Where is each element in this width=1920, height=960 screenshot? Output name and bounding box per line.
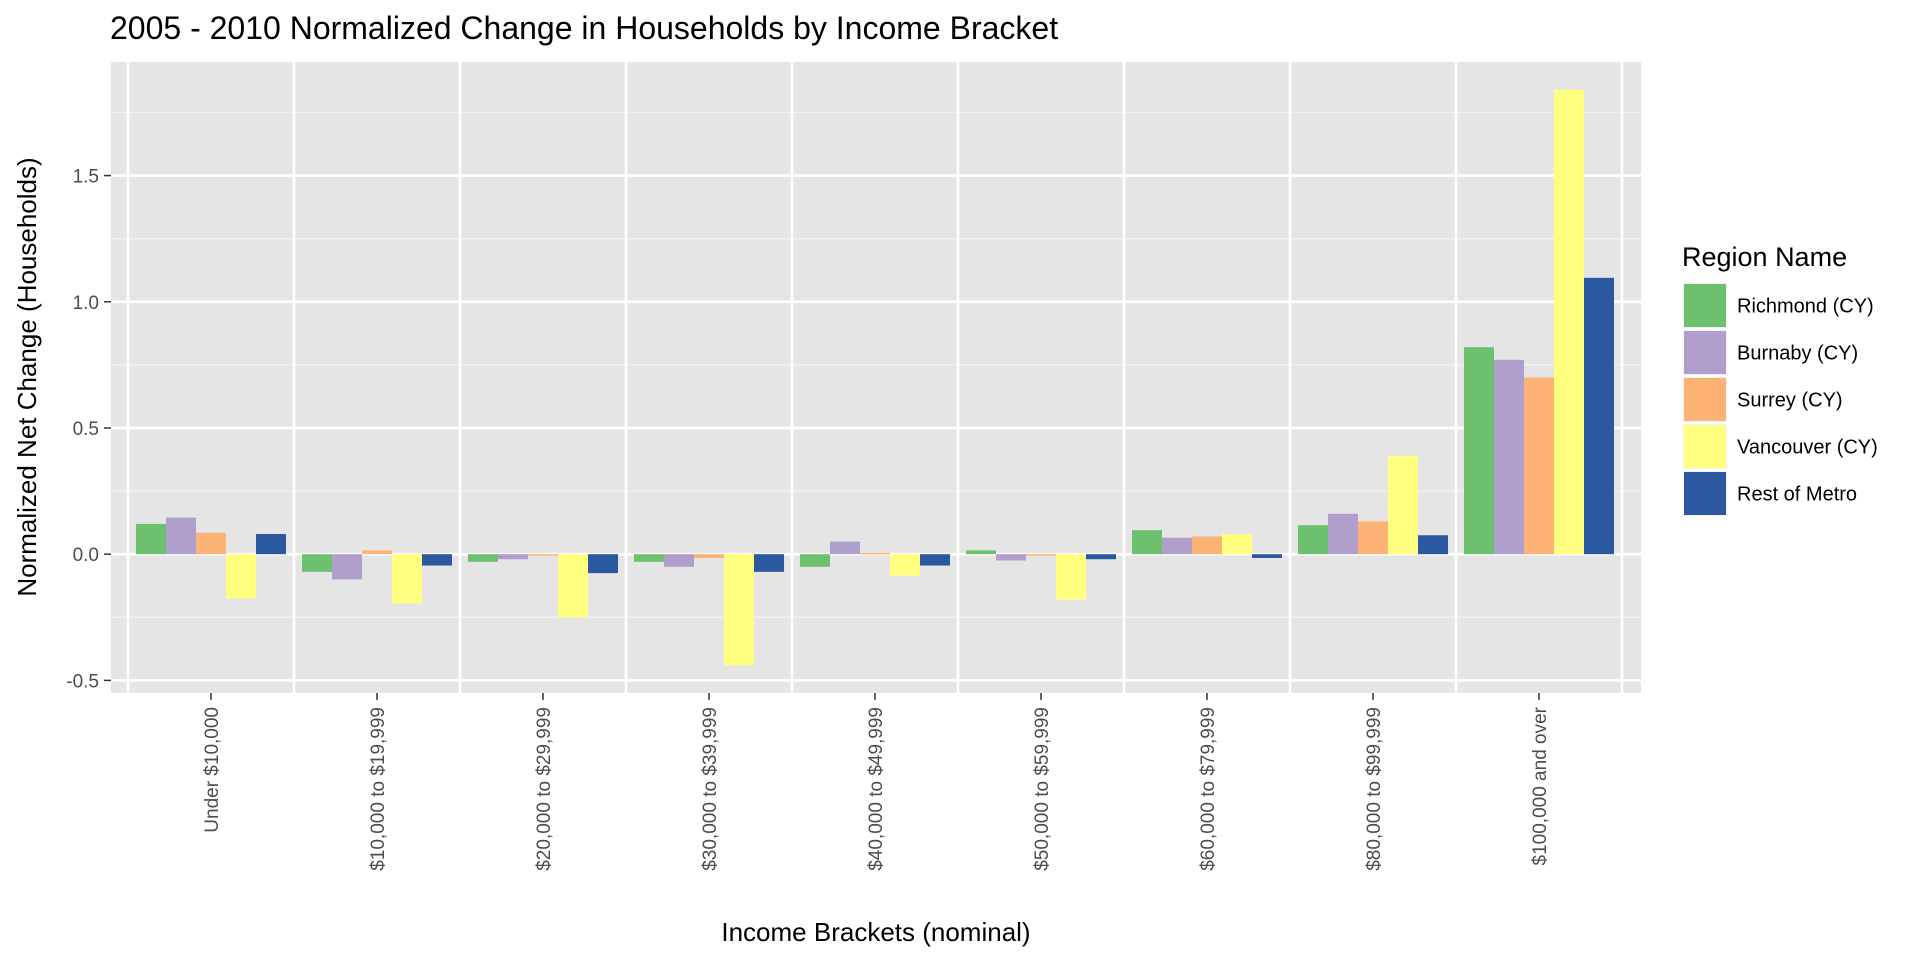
y-axis-title: Normalized Net Change (Households) xyxy=(12,157,42,596)
legend-items: Richmond (CY) Burnaby (CY) Surrey (CY) Vanc… xyxy=(1683,283,1878,516)
legend-item: Richmond (CY) xyxy=(1683,283,1874,328)
legend-label: Richmond (CY) xyxy=(1737,296,1874,318)
legend-item: Rest of Metro xyxy=(1683,471,1857,516)
bar xyxy=(996,554,1026,561)
bar xyxy=(1524,377,1554,555)
series-3 xyxy=(226,89,1584,666)
bar xyxy=(1162,537,1192,555)
y-tick-label: 1.0 xyxy=(73,293,99,314)
bar xyxy=(256,533,286,555)
bar xyxy=(226,554,256,599)
x-tick-label: $20,000 to $29,999 xyxy=(534,707,555,871)
bar xyxy=(830,541,860,555)
legend-item: Surrey (CY) xyxy=(1683,377,1843,422)
bar xyxy=(966,550,996,555)
bar xyxy=(1584,277,1614,555)
bar xyxy=(664,554,694,567)
bar xyxy=(1418,535,1448,555)
y-tick-label: -0.5 xyxy=(66,671,99,692)
x-tick-label: $40,000 to $49,999 xyxy=(866,707,887,871)
bar xyxy=(1192,536,1222,555)
bar xyxy=(1464,347,1494,555)
bar xyxy=(422,554,452,566)
y-tick-label: 0.5 xyxy=(73,419,99,440)
bar xyxy=(302,554,332,572)
minor-gridlines xyxy=(111,111,1641,618)
bar xyxy=(1222,533,1252,555)
legend-label: Surrey (CY) xyxy=(1737,390,1843,412)
legend-key xyxy=(1684,378,1726,421)
chart-title: 2005 - 2010 Normalized Change in Househo… xyxy=(110,10,1058,46)
y-tick-label: 0.0 xyxy=(73,545,99,566)
legend-label: Burnaby (CY) xyxy=(1737,343,1858,365)
bar xyxy=(1132,530,1162,555)
bar xyxy=(332,554,362,580)
bar xyxy=(558,554,588,618)
bar xyxy=(754,554,784,572)
bar xyxy=(392,554,422,604)
x-axis-title: Income Brackets (nominal) xyxy=(721,917,1030,947)
x-tick-label: $10,000 to $19,999 xyxy=(368,707,389,871)
x-tick-label: Under $10,000 xyxy=(202,707,223,833)
bar xyxy=(498,554,528,560)
bar xyxy=(724,554,754,666)
x-tick-label: $30,000 to $39,999 xyxy=(700,707,721,871)
legend-key xyxy=(1684,472,1726,515)
legend-label: Rest of Metro xyxy=(1737,484,1857,506)
bar xyxy=(1388,455,1418,555)
bar xyxy=(196,532,226,555)
bar xyxy=(468,554,498,562)
x-axis: Under $10,000 $10,000 to $19,999 $20,000 t… xyxy=(202,693,1551,871)
bar xyxy=(890,554,920,576)
bar xyxy=(1328,513,1358,555)
legend-key xyxy=(1684,284,1726,327)
legend-key xyxy=(1684,331,1726,374)
bar xyxy=(166,517,196,555)
bar xyxy=(634,554,664,562)
series-2 xyxy=(196,377,1554,558)
bar xyxy=(1056,554,1086,600)
legend-item: Burnaby (CY) xyxy=(1683,330,1858,375)
plot-panel xyxy=(111,62,1641,693)
bar xyxy=(1494,359,1524,555)
bar xyxy=(800,554,830,567)
x-tick-label: $80,000 to $99,999 xyxy=(1364,707,1385,871)
bar xyxy=(528,554,558,556)
bar xyxy=(1026,554,1056,556)
x-tick-label: $50,000 to $59,999 xyxy=(1032,707,1053,871)
bar xyxy=(1554,89,1584,555)
bar xyxy=(136,523,166,555)
major-gridlines xyxy=(111,62,1641,693)
legend-label: Vancouver (CY) xyxy=(1737,437,1878,459)
bar xyxy=(1086,554,1116,560)
bar xyxy=(362,550,392,555)
bar xyxy=(694,554,724,558)
bars xyxy=(136,89,1614,666)
legend: Region Name Richmond (CY) Burnaby (CY) Sur… xyxy=(1682,242,1878,516)
series-1 xyxy=(166,359,1524,580)
bar xyxy=(588,554,618,574)
bar xyxy=(1358,521,1388,555)
y-axis: -0.5 0.0 0.5 1.0 1.5 xyxy=(66,167,111,692)
series-4 xyxy=(256,277,1614,574)
legend-title: Region Name xyxy=(1682,242,1847,272)
bar xyxy=(860,552,890,555)
bar xyxy=(1252,554,1282,558)
x-tick-label: $100,000 and over xyxy=(1530,706,1551,865)
series-0 xyxy=(136,347,1494,572)
x-tick-label: $60,000 to $79,999 xyxy=(1198,707,1219,871)
legend-key xyxy=(1684,425,1726,468)
y-tick-label: 1.5 xyxy=(73,167,99,188)
legend-item: Vancouver (CY) xyxy=(1683,424,1878,469)
bar xyxy=(1298,525,1328,555)
bar xyxy=(920,554,950,566)
